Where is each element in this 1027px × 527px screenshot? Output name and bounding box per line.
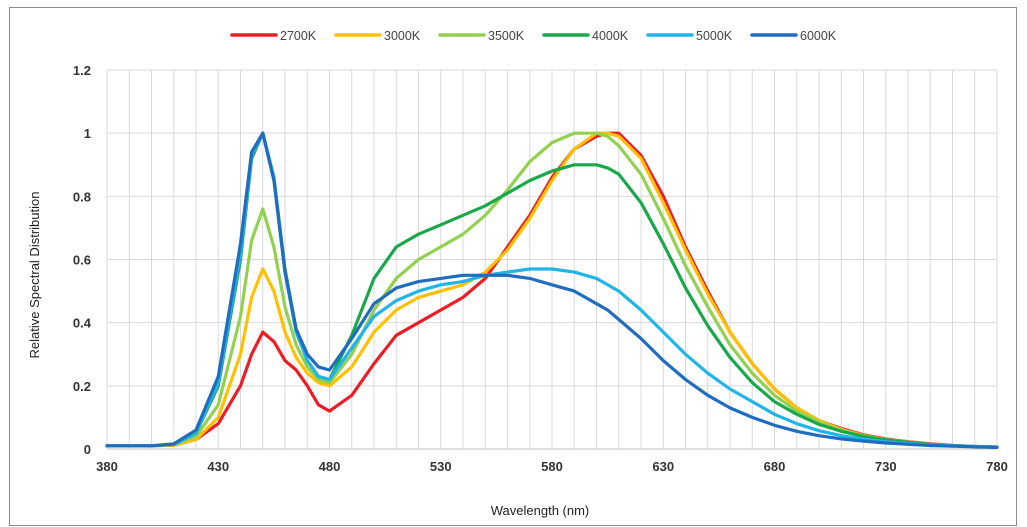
y-tick-label: 0.6 (73, 253, 91, 268)
x-axis-title: Wavelength (nm) (491, 503, 590, 518)
x-tick-label: 630 (652, 459, 674, 474)
legend-label: 2700K (280, 29, 317, 43)
y-tick-label: 0.8 (73, 189, 91, 204)
legend-label: 6000K (800, 29, 837, 43)
x-tick-label: 680 (764, 459, 786, 474)
y-tick-label: 0.2 (73, 379, 91, 394)
legend-label: 5000K (696, 29, 733, 43)
x-tick-label: 480 (319, 459, 341, 474)
y-tick-label: 1 (84, 126, 91, 141)
series-line-6000k (105, 131, 999, 449)
x-tick-label: 580 (541, 459, 563, 474)
axes: 380 430 480 530 580 630 680 730 780 0 0.2 0.4 0.6 0.8… (73, 63, 1008, 474)
y-tick-label: 1.2 (73, 63, 91, 78)
legend-label: 4000K (592, 29, 629, 43)
x-tick-label: 730 (875, 459, 897, 474)
legend-label: 3000K (384, 29, 421, 43)
y-tick-label: 0.4 (73, 316, 92, 331)
y-axis-title: Relative Spectral Distribution (27, 192, 42, 359)
series-layer (105, 131, 999, 449)
x-tick-label: 430 (207, 459, 229, 474)
legend-label: 3500K (488, 29, 525, 43)
x-tick-label: 780 (986, 459, 1008, 474)
legend: 2700K 3000K 3500K 4000K 5000K 6000K (230, 29, 837, 43)
y-tick-label: 0 (84, 442, 91, 457)
x-tick-label: 380 (96, 459, 118, 474)
x-tick-label: 530 (430, 459, 452, 474)
